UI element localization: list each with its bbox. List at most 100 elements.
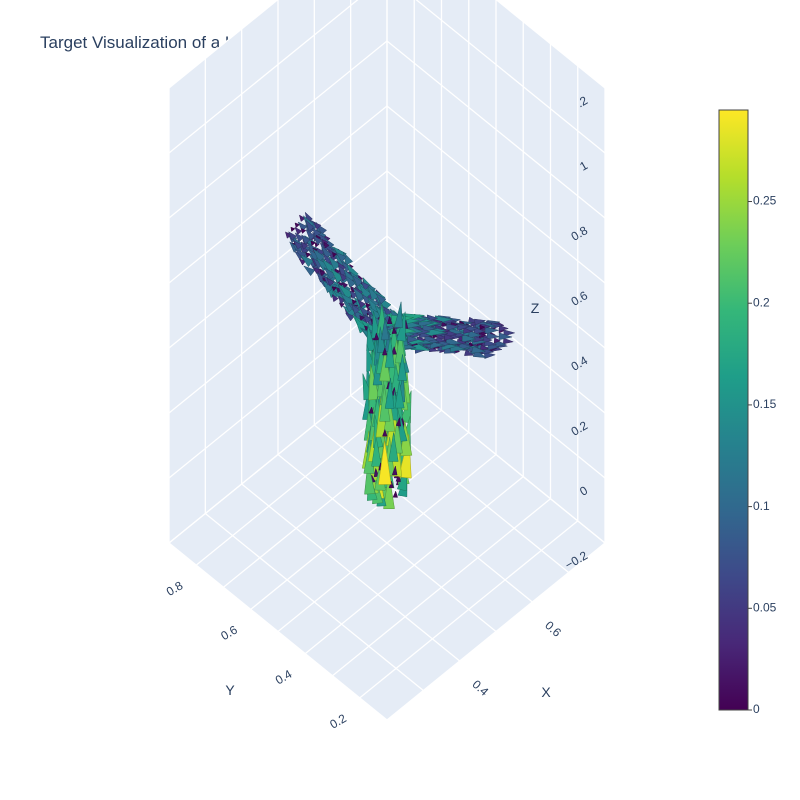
cone-mark <box>468 330 482 339</box>
cone-mark <box>378 440 392 485</box>
grid-line-z-right <box>168 170 388 349</box>
cone-mark <box>368 406 374 414</box>
cone-mark <box>290 226 296 232</box>
cone-mark <box>310 240 316 247</box>
grid-line-z-right <box>168 0 279 89</box>
cone-mark <box>311 227 322 238</box>
colorbar-gradient <box>718 109 749 711</box>
cone-mark <box>330 268 345 284</box>
cone-mark <box>294 226 303 236</box>
cone-mark <box>486 332 501 340</box>
cone-mark <box>313 235 323 246</box>
grid-line-y-floor <box>386 542 606 721</box>
cone-mark <box>299 214 306 222</box>
x-axis-title: X <box>541 684 551 700</box>
cone-mark <box>300 241 309 250</box>
cone-mark <box>424 335 438 343</box>
cone-mark <box>358 284 372 299</box>
cone-mark <box>312 267 321 275</box>
grid-line-z-right <box>168 105 388 284</box>
cone-mark <box>394 301 403 329</box>
cone-mark <box>352 274 364 287</box>
cone-mark <box>344 274 357 288</box>
cone-mark <box>335 251 347 263</box>
grid-line-z-right <box>168 0 359 154</box>
cone-mark <box>337 264 348 277</box>
cone-mark <box>374 332 380 341</box>
cone-mark <box>386 315 393 325</box>
cone-mark <box>397 354 407 381</box>
cone-mark <box>503 337 515 345</box>
cone-mark <box>323 241 330 249</box>
cone-mark <box>301 234 311 245</box>
cone-mark <box>332 251 338 258</box>
cone-mark <box>391 345 397 355</box>
grid-line-z-left <box>386 40 606 219</box>
cone-mark <box>285 231 292 239</box>
cone-mark <box>316 247 325 257</box>
cone-mark <box>339 272 348 282</box>
grid-line-y-floor <box>277 453 497 633</box>
cone-mark <box>461 334 477 343</box>
colorbar-tick-label: 0.05 <box>753 600 777 614</box>
cone-mark <box>394 381 405 409</box>
grid-line-y-floor <box>250 431 470 610</box>
cone-mark <box>293 240 303 250</box>
cone-mark <box>337 283 354 300</box>
cone-mark <box>294 222 300 229</box>
cone-mark <box>339 292 355 307</box>
y-axis-title: Y <box>225 682 235 698</box>
cone-mark <box>338 302 345 308</box>
grid-line-z-right <box>168 40 388 219</box>
cone-mark <box>352 286 365 301</box>
cone-mark <box>322 253 333 265</box>
cone-mark <box>327 255 341 271</box>
cone-mark <box>364 461 376 495</box>
cone-field <box>285 211 516 510</box>
cone-mark <box>345 312 355 322</box>
grid-line-y-floor <box>304 476 524 655</box>
cone-mark <box>394 330 406 364</box>
cone-mark <box>360 281 371 291</box>
axis-labels: Z Y X <box>225 300 551 700</box>
cone-mark <box>392 490 398 498</box>
cone-mark <box>363 314 372 324</box>
grid-line-y-floor <box>332 498 551 677</box>
cone-mark <box>382 346 388 356</box>
cone-mark <box>315 257 330 272</box>
cone-mark <box>444 333 456 341</box>
y-tick-label: 0.4 <box>273 667 295 688</box>
cone-mark <box>326 277 335 287</box>
cone-mark <box>336 287 342 294</box>
cone-mark <box>359 314 365 321</box>
cone-mark <box>303 265 316 277</box>
cone-mark <box>407 335 420 343</box>
cone-mark <box>474 318 487 326</box>
cone-mark <box>313 221 322 230</box>
cone-mark <box>473 327 486 335</box>
cone-mark <box>498 325 510 332</box>
cone-mark <box>323 266 337 280</box>
cone-mark <box>331 293 339 303</box>
grid-line-y-floor <box>359 520 579 699</box>
y-tick-label: 0.6 <box>218 622 240 643</box>
cone-mark <box>484 326 500 335</box>
cone-mark <box>305 252 311 258</box>
cone-mark <box>382 306 393 317</box>
cone-mark <box>375 293 387 305</box>
cone-mark <box>331 286 337 292</box>
grid-line-z-left <box>495 0 606 89</box>
grid-line-z-left <box>386 170 606 349</box>
cone-mark <box>317 223 328 236</box>
cone-mark <box>300 228 307 234</box>
cone-mark <box>391 326 397 334</box>
z-axis-title: Z <box>531 300 540 316</box>
cone-mark <box>388 432 399 462</box>
cone-mark <box>358 305 370 317</box>
cone-mark <box>338 295 346 305</box>
cone-mark <box>479 344 490 351</box>
cone-mark <box>382 428 388 437</box>
colorbar-tick-label: 0.2 <box>753 295 770 309</box>
grid-line-z-left <box>386 105 606 284</box>
